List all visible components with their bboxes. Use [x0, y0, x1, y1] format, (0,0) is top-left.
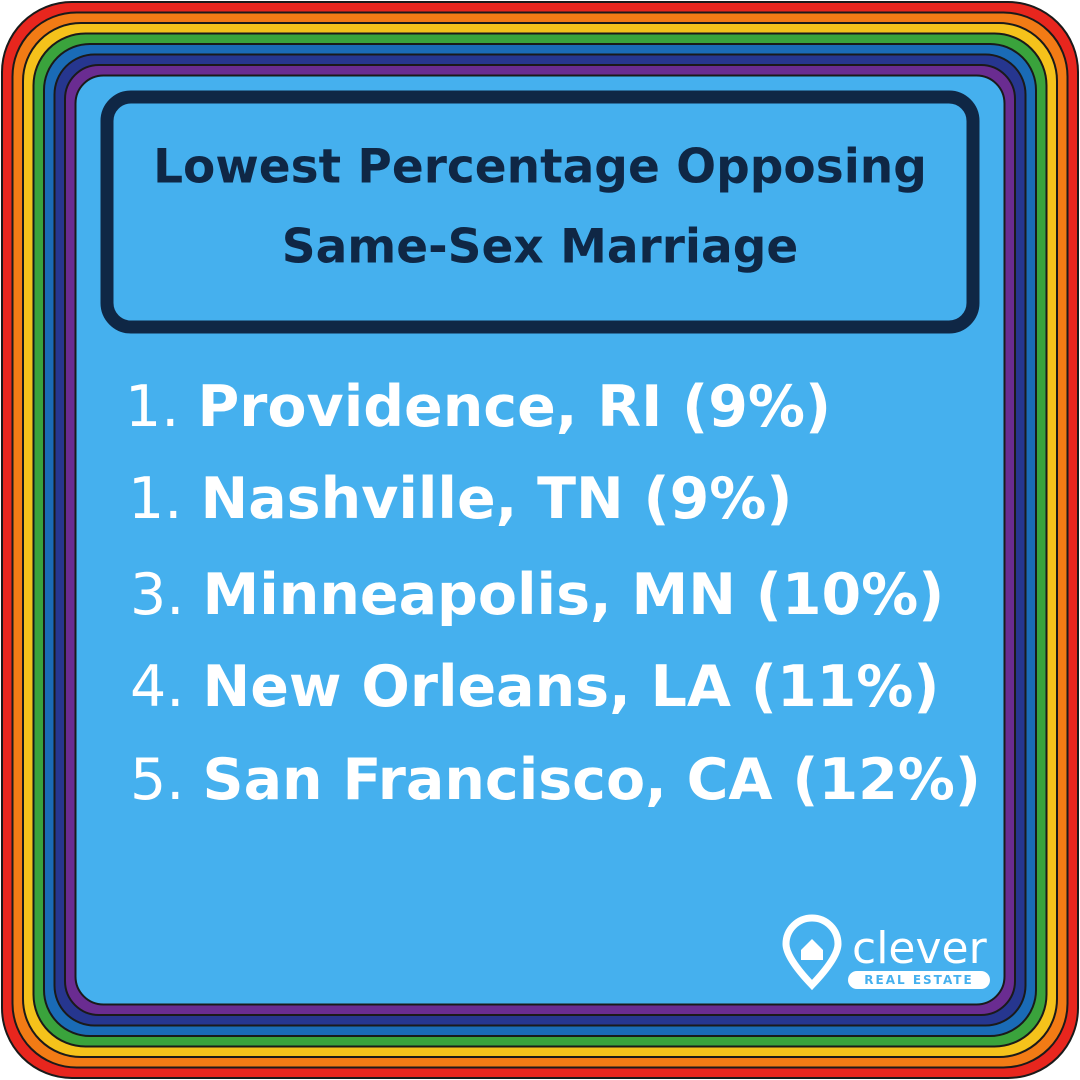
item-rank: 1.: [128, 466, 182, 532]
item-label: Minneapolis, MN (10%): [203, 562, 945, 628]
ranking-list: 1. Providence, RI (9%)1. Nashville, TN (…: [125, 374, 981, 813]
item-rank: 4.: [130, 654, 184, 720]
item-rank: 3.: [130, 562, 184, 628]
item-rank: 1.: [125, 374, 179, 440]
item-label: New Orleans, LA (11%): [203, 654, 940, 720]
title-line: Same-Sex Marriage: [282, 220, 799, 275]
list-item: 5. San Francisco, CA (12%): [130, 747, 981, 813]
logo-pill: [848, 971, 990, 989]
list-item: 4. New Orleans, LA (11%): [130, 654, 939, 720]
list-item: 1. Nashville, TN (9%): [128, 466, 792, 532]
list-item: 3. Minneapolis, MN (10%): [130, 562, 944, 628]
logo-house: [801, 939, 823, 960]
title-box: [100, 90, 980, 334]
item-label: Nashville, TN (9%): [201, 466, 793, 532]
item-label: San Francisco, CA (12%): [203, 747, 981, 813]
item-label: Providence, RI (9%): [198, 374, 832, 440]
logo-name: clever: [852, 923, 988, 974]
logo: clever REAL ESTATE: [782, 914, 990, 991]
title-line: Lowest Percentage Opposing: [153, 140, 927, 195]
logo-tagline: REAL ESTATE: [864, 973, 973, 987]
list-item: 1. Providence, RI (9%): [125, 374, 831, 440]
logo-pin: [782, 914, 842, 991]
item-rank: 5.: [130, 747, 184, 813]
